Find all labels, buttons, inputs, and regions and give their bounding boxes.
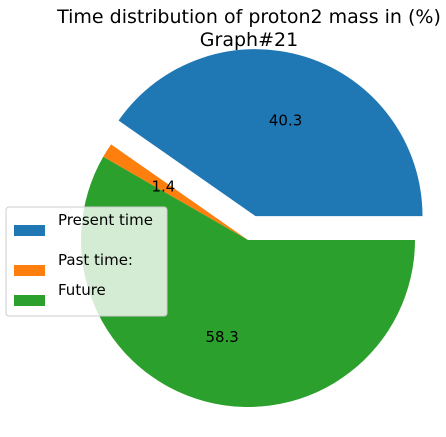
slice-value-label: 1.4 [151,177,175,195]
pie-slice-past-time [103,144,249,240]
slice-value-label: 58.3 [205,328,238,346]
legend-box [5,206,168,317]
legend: Present time Past time: Future [5,206,168,317]
legend-label: Past time: [58,251,133,269]
chart-title: Time distribution of proton2 mass in (%) [56,6,441,28]
legend-label: Present time [58,211,153,229]
pie-value-labels: 40.3 1.4 58.3 [151,112,302,346]
chart-subtitle: Graph#21 [200,29,298,51]
legend-swatch-future [14,295,45,306]
slice-value-label: 40.3 [269,112,302,130]
pie-slice-present-time [118,49,423,217]
legend-swatch-past-time [14,265,45,276]
legend-swatch-present-time [14,225,45,236]
legend-label: Future [58,281,106,299]
